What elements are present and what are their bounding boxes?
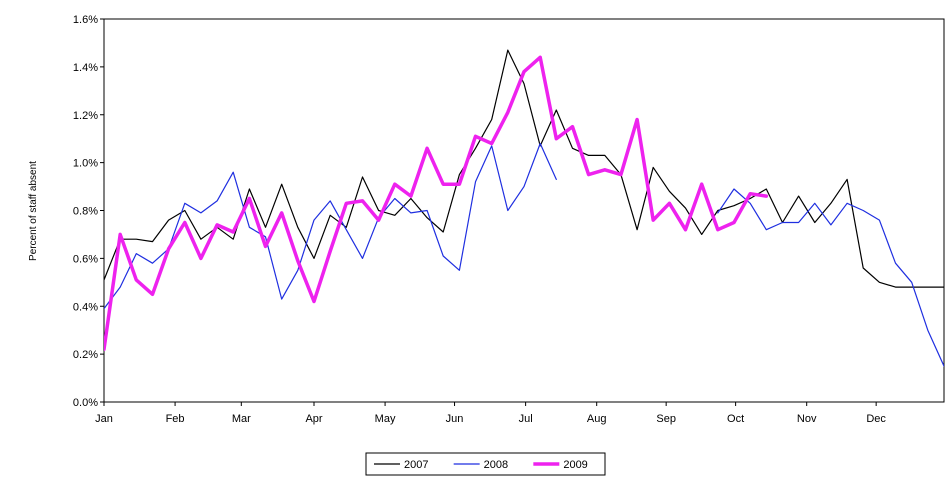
y-tick-label: 1.4% [73,62,98,74]
x-tick-label: Nov [797,413,817,425]
series-line-2009 [104,55,769,352]
x-tick-label: Jul [519,413,533,425]
legend-label-2007: 2007 [404,459,428,471]
y-tick-label: 0.4% [73,301,98,313]
legend-label-2009: 2009 [563,459,587,471]
legend: 2007 2008 2009 [365,452,606,476]
x-tick-label: Jun [446,413,464,425]
series-line-2008 [717,188,944,367]
series-line-2007 [104,49,944,288]
y-tick-label: 0.8% [73,206,98,218]
x-tick-label: Oct [727,413,744,425]
y-tick-label: 1.2% [73,110,98,122]
x-tick-label: Mar [232,413,251,425]
series-line-2008 [104,142,557,310]
x-tick-label: Aug [587,413,607,425]
x-tick-label: Jan [95,413,113,425]
y-tick-label: 1.6% [73,14,98,26]
x-tick-label: May [375,413,396,425]
legend-label-2008: 2008 [484,459,508,471]
y-axis-label: Percent of staff absent [28,161,39,261]
legend-box [365,452,606,476]
x-tick-label: Feb [166,413,185,425]
y-tick-label: 1.0% [73,158,98,170]
plot-frame [103,18,945,403]
x-tick-label: Sep [656,413,676,425]
y-tick-label: 0.6% [73,253,98,265]
plot-area: 0.0% 0.2% 0.4% 0.6% 0.8% 1.0% 1.2% 1.4% 1.6% Jan F… [73,14,945,425]
y-tick-label: 0.0% [73,397,98,409]
series-lines [104,49,944,367]
x-tick-label: Dec [866,413,886,425]
y-tick-label: 0.2% [73,349,98,361]
x-tick-label: Apr [305,413,322,425]
